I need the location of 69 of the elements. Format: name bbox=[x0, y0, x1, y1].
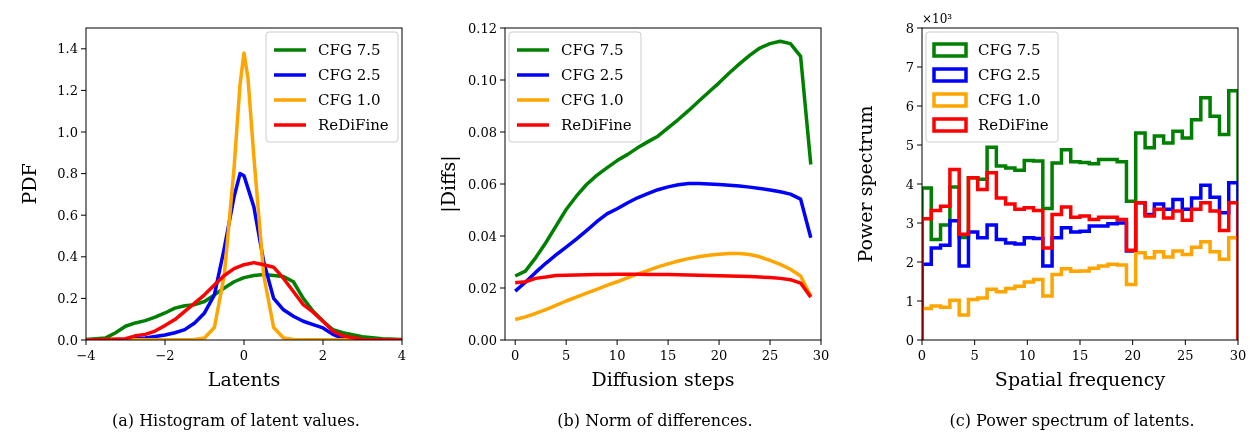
x-tick-label: 20 bbox=[1124, 348, 1141, 363]
text: (c) Power spectrum of latents. bbox=[949, 411, 1195, 430]
line-series bbox=[513, 272, 813, 299]
y-tick-label: 0.0 bbox=[57, 332, 78, 348]
legend-label: CFG 2.5 bbox=[561, 66, 624, 85]
y-axis-title: Power spectrum bbox=[854, 105, 876, 263]
legend-label: CFG 2.5 bbox=[978, 66, 1041, 85]
x-tick-label: −4 bbox=[76, 348, 96, 363]
legend-label: CFG 1.0 bbox=[318, 91, 381, 110]
x-axis-title: Spatial frequency bbox=[994, 368, 1166, 390]
x-tick-label: 20 bbox=[710, 348, 728, 363]
legend-label: ReDiFine bbox=[978, 116, 1049, 135]
y-tick-label: 0.08 bbox=[468, 124, 497, 140]
y-tick-label: 4 bbox=[905, 176, 914, 192]
y-tick-label: 0.04 bbox=[468, 228, 497, 244]
legend-label: CFG 2.5 bbox=[318, 66, 381, 85]
x-tick-label: 10 bbox=[608, 348, 626, 363]
y-tick-label: 1.0 bbox=[57, 124, 78, 140]
x-tick-label: 0 bbox=[511, 348, 520, 363]
y-tick-label: 0.2 bbox=[57, 290, 78, 306]
y-tick-label: 8 bbox=[905, 20, 914, 36]
x-tick-label: 10 bbox=[1019, 348, 1036, 363]
y-tick-label: 7 bbox=[905, 59, 914, 75]
x-axis-title: Latents bbox=[207, 368, 281, 390]
x-tick-label: 30 bbox=[1229, 348, 1247, 363]
y-tick-label: 0.02 bbox=[468, 280, 497, 296]
x-tick-label: 15 bbox=[659, 348, 677, 363]
text: (a) Histogram of latent values. bbox=[112, 411, 360, 430]
y-tick-label: 0.06 bbox=[468, 176, 497, 192]
x-tick-label: 25 bbox=[1177, 348, 1194, 363]
y-tick-label: 0.00 bbox=[468, 332, 497, 348]
legend-label: CFG 1.0 bbox=[978, 91, 1041, 110]
x-tick-label: 0 bbox=[239, 348, 249, 363]
x-tick-label: 5 bbox=[970, 348, 979, 363]
legend-label: ReDiFine bbox=[561, 116, 632, 135]
x-tick-label: 30 bbox=[812, 348, 830, 363]
legend-label: ReDiFine bbox=[318, 116, 389, 135]
x-tick-label: 25 bbox=[761, 348, 779, 363]
line-series bbox=[513, 181, 813, 293]
legend-label: CFG 1.0 bbox=[561, 91, 624, 110]
y-tick-label: 5 bbox=[905, 137, 914, 153]
y-tick-label: 0.4 bbox=[57, 249, 78, 265]
text: (b) Norm of differences. bbox=[557, 411, 753, 430]
x-tick-label: −2 bbox=[155, 348, 175, 363]
x-tick-label: 2 bbox=[318, 348, 328, 363]
y-tick-label: 0.12 bbox=[468, 20, 497, 36]
y-tick-label: 0.8 bbox=[57, 166, 78, 182]
legend-label: CFG 7.5 bbox=[318, 41, 381, 60]
x-tick-label: 15 bbox=[1071, 348, 1089, 363]
y-tick-label: 1 bbox=[905, 293, 914, 309]
y-tick-label: 1.2 bbox=[57, 82, 78, 98]
line-series bbox=[513, 251, 813, 322]
y-tick-label: 3 bbox=[905, 215, 914, 231]
x-tick-label: 0 bbox=[917, 348, 927, 363]
y-tick-label: 6 bbox=[905, 98, 914, 114]
y-tick-label: 1.4 bbox=[57, 41, 78, 57]
y-tick-label: 0.10 bbox=[468, 72, 497, 88]
y-tick-label: 0.6 bbox=[57, 207, 78, 223]
x-tick-label: 5 bbox=[562, 348, 571, 363]
x-tick-label: 4 bbox=[397, 348, 407, 363]
y-tick-label: 0 bbox=[905, 332, 914, 348]
text: ×10³ bbox=[922, 12, 953, 26]
legend-label: CFG 7.5 bbox=[561, 41, 624, 60]
line-series bbox=[513, 39, 813, 278]
y-axis-title: |Diffs| bbox=[437, 155, 460, 213]
y-axis-title: PDF bbox=[18, 163, 40, 205]
legend-label: CFG 7.5 bbox=[978, 41, 1041, 60]
y-tick-label: 2 bbox=[905, 254, 914, 270]
x-axis-title: Diffusion steps bbox=[591, 368, 735, 390]
